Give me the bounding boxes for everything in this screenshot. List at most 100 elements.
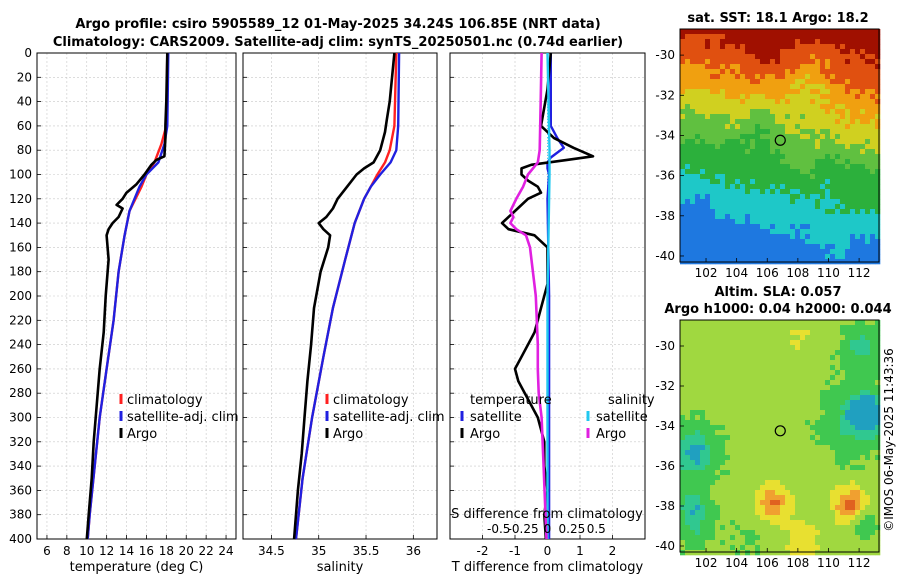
map-cell [855, 355, 861, 361]
map-cell [775, 29, 781, 35]
map-cell [765, 189, 771, 195]
map-cell [775, 159, 781, 165]
map-cell [755, 144, 761, 150]
map-y-tick-label: -34 [655, 419, 675, 433]
map-cell [785, 159, 791, 165]
map-cell [825, 214, 831, 220]
map-cell [760, 59, 766, 65]
map-cell [725, 204, 731, 210]
argo-position-marker [774, 134, 786, 146]
map-cell [690, 69, 696, 75]
map-cell [845, 325, 851, 331]
map-cell [770, 535, 776, 541]
map-cell [710, 485, 716, 491]
map-cell [735, 350, 741, 356]
map-cell [755, 520, 761, 526]
map-cell [690, 470, 696, 476]
map-cell [740, 550, 746, 556]
map-cell [750, 455, 756, 461]
map-cell [715, 199, 721, 205]
map-cell [705, 385, 711, 391]
map-cell [705, 159, 711, 165]
map-cell [720, 535, 726, 541]
map-cell [715, 144, 721, 150]
map-cell [730, 204, 736, 210]
map-cell [765, 164, 771, 170]
map-cell [690, 495, 696, 501]
map-cell [720, 99, 726, 105]
map-cell [715, 29, 721, 35]
map-cell [870, 365, 876, 371]
map-cell [775, 74, 781, 80]
map-cell [835, 520, 841, 526]
map-cell [755, 114, 761, 120]
map-cell [810, 545, 816, 551]
map-cell [770, 470, 776, 476]
map-cell [745, 104, 751, 110]
top-tick-label: -0.25 [508, 522, 539, 536]
map-cell [795, 224, 801, 230]
map-cell [790, 445, 796, 451]
map-cell [730, 109, 736, 115]
map-cell [835, 410, 841, 416]
map-cell [850, 179, 856, 185]
map-cell [810, 119, 816, 125]
map-cell [700, 405, 706, 411]
map-cell [720, 104, 726, 110]
map-cell [805, 375, 811, 381]
map-cell [845, 109, 851, 115]
map-cell [795, 44, 801, 50]
map-cell [760, 74, 766, 80]
map-cell [845, 154, 851, 160]
salinity-panel: 34.5 35 35.5 36salinityclimatologysatellite… [242, 52, 445, 575]
map-cell [785, 330, 791, 336]
map-cell [805, 164, 811, 170]
map-cell [815, 39, 821, 45]
map-cell [690, 465, 696, 471]
map-cell [790, 515, 796, 521]
map-cell [690, 134, 696, 140]
map-cell [855, 159, 861, 165]
map-cell [760, 204, 766, 210]
map-cell [820, 94, 826, 100]
map-cell [850, 224, 856, 230]
map-cell [755, 390, 761, 396]
map-cell [750, 34, 756, 40]
map-cell [875, 545, 881, 551]
map-cell [770, 234, 776, 240]
y-tick-label: 300 [9, 411, 32, 425]
map-cell [845, 525, 851, 531]
map-cell [865, 460, 871, 466]
map-cell [725, 540, 731, 546]
map-cell [765, 485, 771, 491]
map-cell [700, 34, 706, 40]
map-cell [765, 29, 771, 35]
map-cell [735, 530, 741, 536]
map-cell [680, 455, 686, 461]
map-cell [755, 545, 761, 551]
map-cell [810, 450, 816, 456]
map-cell [850, 239, 856, 245]
map-cell [825, 515, 831, 521]
map-cell [825, 44, 831, 50]
map-cell [835, 370, 841, 376]
map-cell [690, 520, 696, 526]
map-cell [855, 179, 861, 185]
map-cell [765, 355, 771, 361]
x-axis-label: temperature (deg C) [70, 560, 204, 575]
map-cell [845, 99, 851, 105]
map-cell [760, 340, 766, 346]
map-cell [875, 540, 881, 546]
map-cell [805, 505, 811, 511]
map-cell [845, 330, 851, 336]
map-cell [700, 525, 706, 531]
map-cell [705, 515, 711, 521]
map-cell [840, 144, 846, 150]
map-cell [700, 84, 706, 90]
map-cell [750, 350, 756, 356]
map-cell [840, 129, 846, 135]
map-cell [820, 189, 826, 195]
map-cell [760, 460, 766, 466]
map-cell [720, 360, 726, 366]
map-cell [780, 134, 786, 140]
